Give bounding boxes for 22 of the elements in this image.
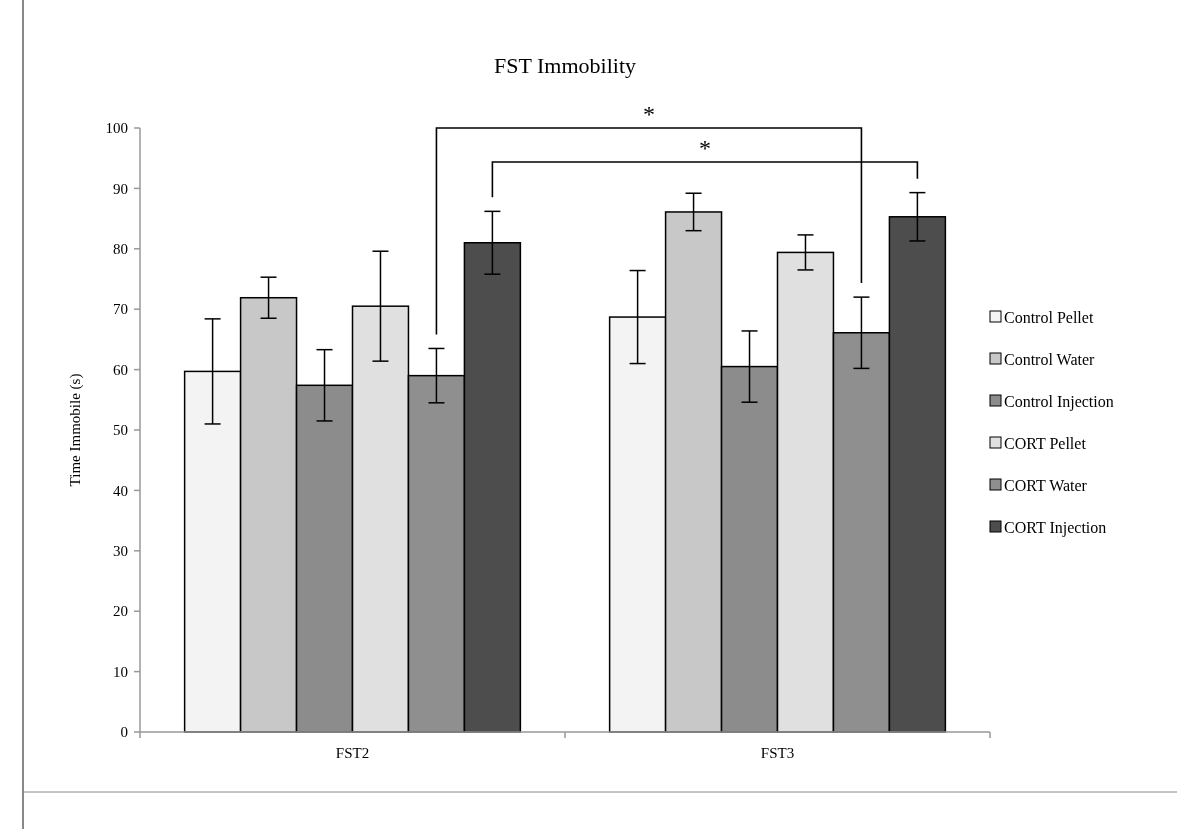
y-tick-label: 80 [113, 241, 128, 258]
legend-label: Control Water [1004, 350, 1096, 368]
y-tick-label: 90 [113, 180, 128, 197]
y-tick-label: 40 [113, 482, 128, 499]
y-tick-label: 60 [113, 361, 128, 378]
chart-title: FST Immobility [493, 53, 637, 78]
y-tick-label: 20 [113, 603, 128, 620]
legend-label: CORT Injection [1004, 518, 1107, 537]
legend-label: CORT Pellet [1004, 434, 1087, 452]
y-tick-label: 50 [113, 422, 128, 439]
legend-label: Control Pellet [1004, 308, 1094, 326]
x-tick-label: FST2 [335, 745, 370, 761]
annotation: * [698, 135, 711, 161]
legend-label: Control Injection [1004, 392, 1114, 411]
legend-label: CORT Water [1004, 476, 1088, 494]
y-tick-label: 100 [105, 120, 128, 137]
y-tick-label: 70 [113, 301, 128, 318]
x-tick-label: FST3 [760, 745, 795, 761]
y-tick-label: 30 [113, 543, 128, 560]
y-tick-label: 10 [113, 663, 128, 680]
y-tick-label: 0 [120, 724, 128, 741]
y-axis-title: Time Immobile (s) [67, 373, 84, 487]
